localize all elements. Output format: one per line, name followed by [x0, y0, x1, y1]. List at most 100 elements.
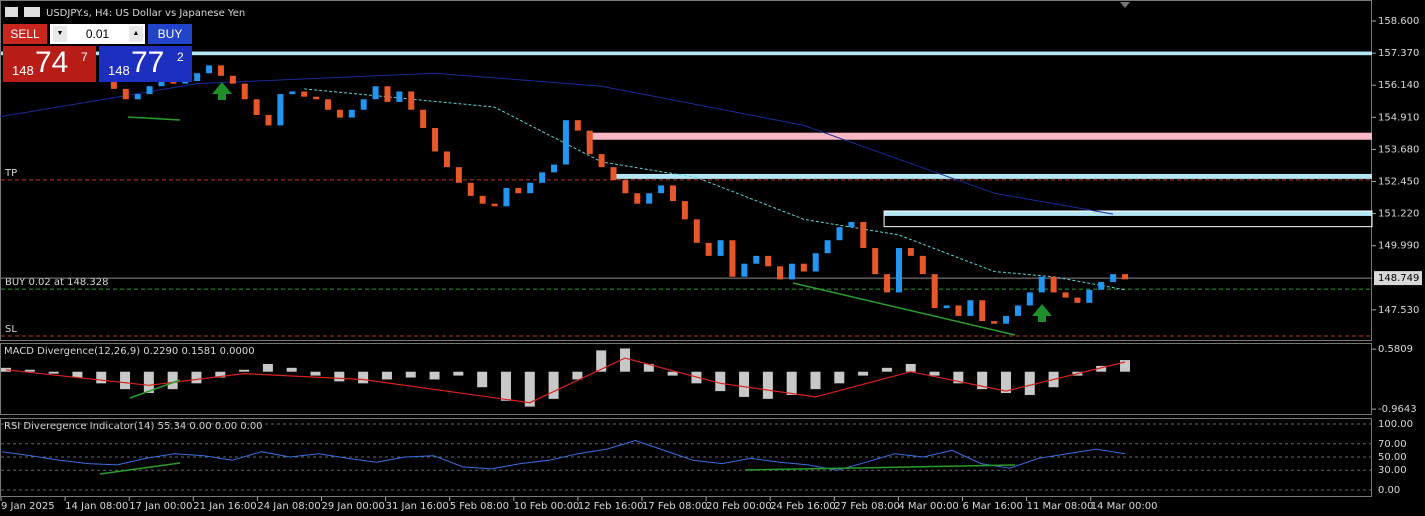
main-pane-frame	[0, 0, 1372, 341]
macd-bar	[953, 371, 964, 384]
candle	[265, 114, 272, 126]
candle	[372, 86, 379, 100]
candle	[122, 88, 129, 100]
lot-down[interactable]: ▼	[53, 26, 67, 42]
x-tick-label: 14 Jan 08:00	[65, 501, 128, 512]
y-tick-label: 70.00	[1378, 439, 1407, 450]
x-tick-label: 31 Jan 16:00	[386, 501, 449, 512]
x-tick-label: 17 Feb 08:00	[642, 501, 708, 512]
x-tick-label: 10 Feb 00:00	[514, 501, 580, 512]
shift-marker	[1120, 2, 1130, 8]
sell-price-head: 148	[12, 63, 34, 78]
candle	[134, 94, 141, 100]
macd-bar	[881, 367, 892, 372]
candle	[396, 91, 403, 102]
sell-button[interactable]: SELL	[3, 24, 47, 44]
macd-bar	[1120, 360, 1130, 372]
macd-bar	[667, 371, 678, 376]
macd-bar	[48, 371, 59, 374]
candle	[313, 96, 320, 100]
candle	[1050, 276, 1057, 293]
candle	[348, 109, 355, 118]
candle	[741, 263, 748, 277]
candle	[301, 91, 308, 97]
candle	[729, 240, 736, 277]
macd-bar	[977, 371, 988, 390]
y-tick-label: 0.00	[1378, 485, 1400, 496]
candle	[146, 86, 153, 95]
candle	[598, 154, 605, 168]
candle	[503, 188, 510, 207]
candle	[765, 255, 772, 267]
buy-button[interactable]: BUY	[148, 24, 192, 44]
y-tick-label: 151.220	[1378, 209, 1419, 220]
macd-bar	[643, 363, 654, 372]
macd-bar	[143, 371, 154, 394]
candle	[527, 182, 534, 194]
x-tick-label: 5 Feb 08:00	[450, 501, 509, 512]
candle	[551, 164, 558, 173]
lot-input[interactable]: 0.01	[50, 24, 145, 44]
x-tick-label: 27 Feb 08:00	[834, 501, 900, 512]
y-tick-label: 147.530	[1378, 305, 1419, 316]
macd-bar	[72, 371, 83, 378]
sell-price[interactable]: 148 74 7	[3, 46, 96, 82]
plot-layer: 158.600 157.370 156.140 154.910 153.680 152.4…	[0, 16, 1422, 512]
lot-up[interactable]: ▲	[129, 26, 143, 42]
candle	[955, 305, 962, 316]
candle	[991, 321, 998, 324]
buy-arrow	[1032, 304, 1052, 322]
y-tick-label: 149.990	[1378, 241, 1419, 252]
y-tick-label: 153.680	[1378, 144, 1419, 155]
x-tick-label: 4 Mar 00:00	[898, 501, 958, 512]
menu-icon[interactable]	[5, 7, 18, 17]
candle	[669, 185, 676, 202]
candle	[408, 91, 415, 110]
macd-bar	[620, 348, 631, 372]
candle	[182, 81, 189, 84]
candle	[336, 109, 343, 118]
macd-bar	[548, 371, 559, 399]
macd-bar	[500, 371, 511, 401]
x-tick-label: 29 Jan 00:00	[322, 501, 385, 512]
candle	[919, 255, 926, 275]
candle	[217, 65, 224, 76]
x-tick-label: 17 Jan 00:00	[129, 501, 192, 512]
current-price-box	[1374, 271, 1422, 286]
macd-bar	[810, 371, 821, 390]
candle	[420, 109, 427, 129]
macd-bar	[24, 369, 35, 372]
buy-price-main: 77	[131, 46, 165, 79]
buy-price[interactable]: 148 77 2	[99, 46, 192, 82]
macd-bar	[429, 371, 440, 380]
macd-bar	[786, 371, 797, 395]
candle	[693, 219, 700, 243]
macd-bar	[120, 371, 131, 390]
macd-bar	[596, 350, 607, 372]
candle	[1122, 274, 1128, 280]
macd-bar	[739, 371, 750, 397]
macd-bar	[191, 371, 202, 384]
candle	[432, 128, 439, 152]
candle	[455, 167, 462, 183]
candle	[1074, 297, 1081, 303]
price-zone	[586, 132, 1372, 140]
candle	[1038, 276, 1045, 293]
macd-bar	[96, 371, 107, 384]
x-tick-label: 24 Feb 16:00	[770, 501, 836, 512]
macd-bar	[905, 363, 916, 372]
macd-bar	[834, 371, 845, 384]
chart-icon[interactable]	[24, 7, 40, 17]
candle	[277, 94, 284, 126]
x-tick-label: 21 Jan 16:00	[193, 501, 256, 512]
candle	[574, 120, 581, 131]
y-tick-label: 100.00	[1378, 419, 1413, 430]
macd-bar	[929, 371, 940, 376]
candle	[681, 201, 688, 220]
y-tick-label: 156.140	[1378, 80, 1419, 91]
y-tick-label: 50.00	[1378, 452, 1407, 463]
candle	[110, 81, 117, 89]
candle	[753, 255, 760, 264]
